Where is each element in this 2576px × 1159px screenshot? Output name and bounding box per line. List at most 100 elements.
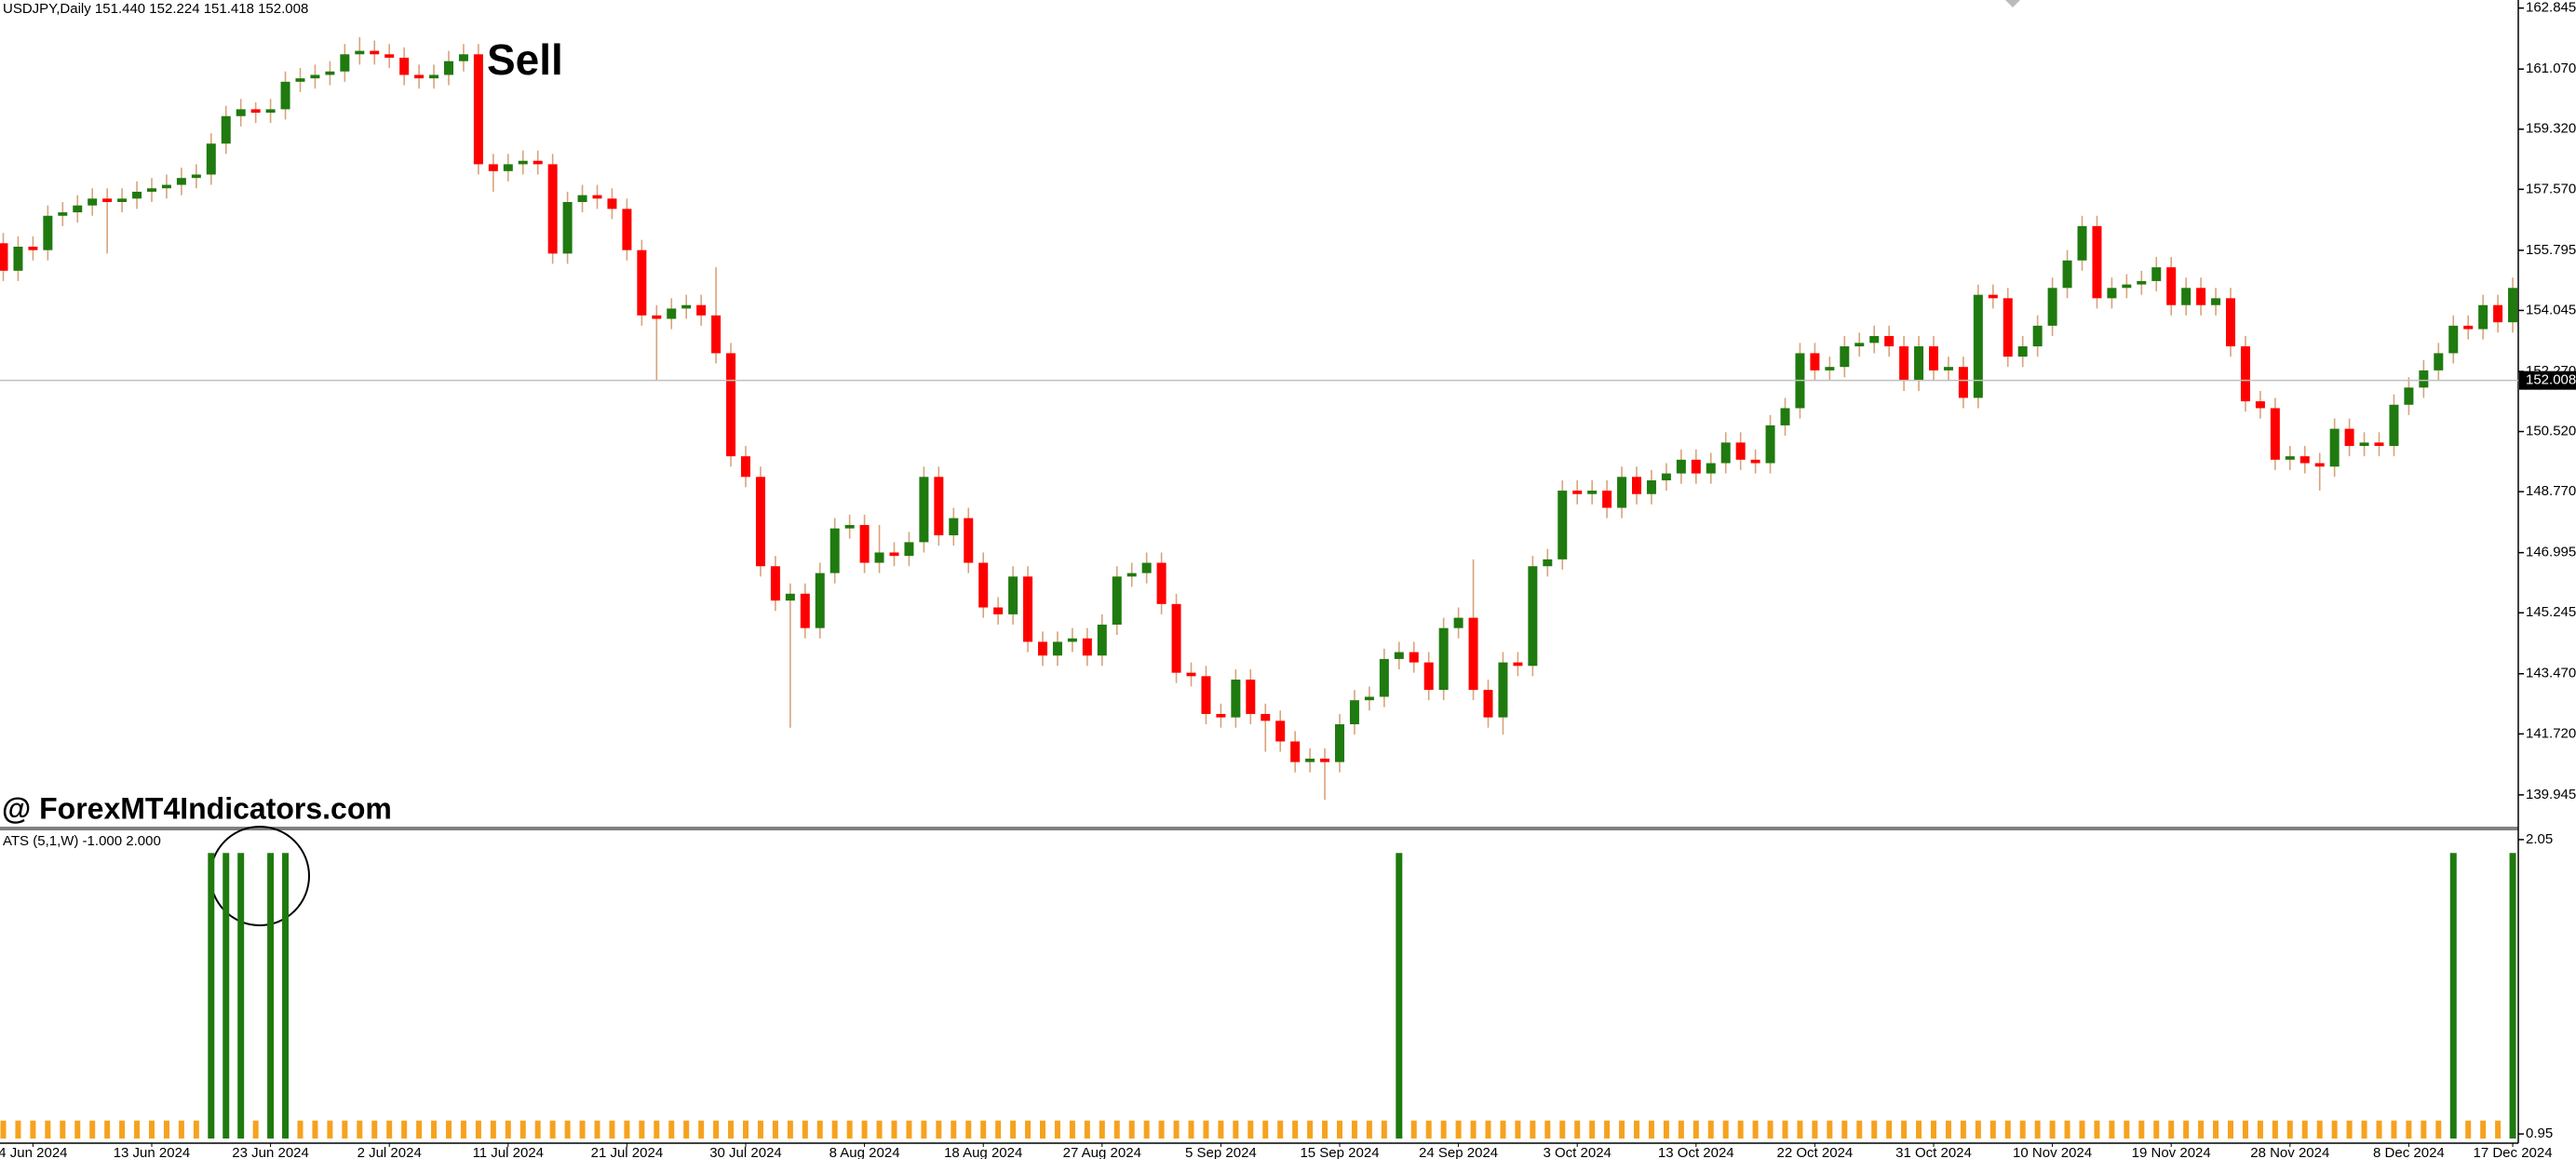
candle-body xyxy=(88,198,98,206)
indicator-bar xyxy=(1322,1120,1328,1139)
candle-body xyxy=(2032,325,2043,347)
candle-body xyxy=(1988,294,1998,299)
candle-body xyxy=(2003,298,2013,357)
y-tick-label: 143.470 xyxy=(2526,666,2576,681)
candle-body xyxy=(2270,408,2280,460)
candle-body xyxy=(73,205,83,213)
candle-body xyxy=(191,174,201,179)
indicator-bar xyxy=(2198,1120,2205,1139)
candle-body xyxy=(1379,658,1389,697)
indicator-bar xyxy=(1425,1120,1432,1139)
candle-body xyxy=(503,164,513,171)
candle-body xyxy=(384,54,395,59)
indicator-bar xyxy=(534,1120,541,1139)
candle-body xyxy=(280,81,290,110)
indicator-bar xyxy=(1084,1120,1090,1139)
indicator-bar xyxy=(431,1120,438,1139)
indicator-bar xyxy=(1410,1120,1417,1139)
candle-body xyxy=(1661,473,1671,480)
indicator-bar xyxy=(2465,1120,2472,1139)
indicator-bar xyxy=(1173,1120,1180,1139)
candle-body xyxy=(1587,491,1598,494)
indicator-bar xyxy=(1188,1120,1194,1139)
indicator-bar xyxy=(2421,1120,2427,1139)
indicator-bar xyxy=(208,853,215,1139)
indicator-bar xyxy=(683,1120,690,1139)
candle-body xyxy=(444,61,453,75)
indicator-bar xyxy=(2213,1120,2219,1139)
indicator-bar xyxy=(1292,1120,1299,1139)
candle-body xyxy=(1231,680,1241,718)
indicator-bar xyxy=(1827,1120,1833,1139)
candle-body xyxy=(533,160,543,165)
candle-body xyxy=(681,304,692,309)
candle-body xyxy=(1423,662,1434,691)
indicator-bar xyxy=(1678,1120,1684,1139)
candle-body xyxy=(2344,428,2354,447)
candle-body xyxy=(132,191,142,199)
candle-body xyxy=(2314,463,2325,467)
candle-body xyxy=(58,212,68,216)
indicator-bar xyxy=(2183,1120,2190,1139)
indicator-bar xyxy=(149,1120,155,1139)
indicator-bar xyxy=(965,1120,972,1139)
candle-body xyxy=(1884,335,1895,347)
x-tick-label: 8 Dec 2024 xyxy=(2373,1145,2445,1159)
indicator-bar xyxy=(1707,1120,1714,1139)
indicator-bar xyxy=(2124,1120,2130,1139)
candle-body xyxy=(161,184,171,189)
indicator-bar xyxy=(460,1120,466,1139)
candle-body xyxy=(1750,459,1760,464)
indicator-bar xyxy=(549,1120,556,1139)
indicator-bar xyxy=(579,1120,586,1139)
indicator-bar xyxy=(1025,1120,1032,1139)
candle-body xyxy=(1126,573,1137,577)
candle-body xyxy=(1186,672,1196,677)
candle-body xyxy=(1082,638,1092,656)
indicator-bar xyxy=(104,1120,111,1139)
indicator-bar xyxy=(2406,1120,2412,1139)
candle-body xyxy=(696,304,707,316)
x-tick-label: 28 Nov 2024 xyxy=(2250,1145,2329,1159)
indicator-bar xyxy=(2449,853,2457,1139)
y-tick-label: 157.570 xyxy=(2526,181,2576,196)
indicator-bar xyxy=(1916,1120,1922,1139)
candle-body xyxy=(2137,280,2147,285)
indicator-bar xyxy=(1277,1120,1284,1139)
indicator-bar xyxy=(1337,1120,1342,1139)
x-tick-label: 31 Oct 2024 xyxy=(1895,1145,1972,1159)
candle-body xyxy=(1275,721,1286,742)
x-tick-label: 30 Jul 2024 xyxy=(709,1145,782,1159)
candle-body xyxy=(1394,652,1404,659)
candle-body xyxy=(176,178,186,185)
candle-body xyxy=(236,109,246,116)
indicator-bar xyxy=(2242,1120,2248,1139)
candle-body xyxy=(562,202,573,254)
candle-body xyxy=(1735,442,1746,460)
candle-body xyxy=(2478,304,2488,330)
candle-body xyxy=(874,552,884,563)
candle-body xyxy=(2107,288,2117,299)
indicator-bar xyxy=(2480,1120,2487,1139)
candle-body xyxy=(1558,491,1568,559)
indicator-bar xyxy=(1752,1120,1759,1139)
indicator-bar xyxy=(2346,1120,2353,1139)
x-tick-label: 18 Aug 2024 xyxy=(944,1145,1022,1159)
indicator-bar xyxy=(2168,1120,2175,1139)
candle-body xyxy=(2240,346,2250,402)
candle-body xyxy=(1617,477,1627,508)
candle-body xyxy=(622,209,632,250)
x-tick-label: 24 Sep 2024 xyxy=(1419,1145,1498,1159)
indicator-bar xyxy=(1634,1120,1639,1139)
x-tick-label: 27 Aug 2024 xyxy=(1063,1145,1141,1159)
candle-body xyxy=(592,195,602,199)
indicator-bar xyxy=(237,853,245,1139)
candle-body xyxy=(1543,559,1553,567)
indicator-bar xyxy=(713,1120,720,1139)
candle-body xyxy=(1973,294,1983,398)
indicator-bar xyxy=(1782,1120,1788,1139)
chart-title: USDJPY,Daily 151.440 152.224 151.418 152… xyxy=(3,1,308,17)
x-tick-label: 13 Oct 2024 xyxy=(1658,1145,1734,1159)
indicator-bar xyxy=(995,1120,1002,1139)
candle-body xyxy=(785,593,795,601)
